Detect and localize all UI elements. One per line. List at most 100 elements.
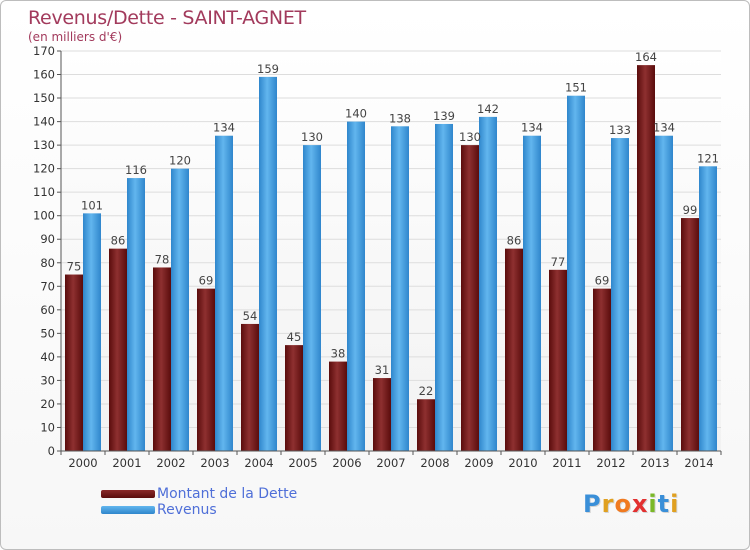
x-tick-label: 2007 [376,456,405,470]
data-label-revenus: 134 [653,121,675,135]
y-tick-label: 10 [40,420,55,434]
chart-subtitle: (en milliers d'€) [28,30,123,44]
data-label-revenus: 142 [477,102,499,116]
x-tick-label: 2009 [464,456,493,470]
data-label-dette: 77 [551,255,566,269]
data-label-revenus: 138 [389,111,411,125]
data-label-revenus: 151 [565,81,587,95]
data-label-dette: 75 [67,260,82,274]
bar-revenus [611,138,629,451]
data-label-dette: 22 [419,384,434,398]
bar-revenus [567,95,585,452]
y-tick-label: 160 [33,68,55,82]
y-tick-label: 50 [40,326,55,340]
bar-revenus [699,166,717,451]
y-tick-label: 150 [33,91,55,105]
x-tick-label: 2002 [156,456,185,470]
y-tick-label: 40 [40,350,55,364]
x-tick-label: 2006 [332,456,361,470]
bar-revenus [259,76,277,451]
data-label-revenus: 139 [433,109,455,123]
y-tick-label: 110 [33,185,55,199]
logo-letter: P [583,490,602,518]
y-tick-label: 60 [40,303,55,317]
bar-revenus [303,145,321,451]
data-label-revenus: 134 [213,121,235,135]
data-label-dette: 99 [683,203,698,217]
legend-swatch-revenus [101,506,155,514]
data-label-revenus: 116 [125,163,147,177]
bar-revenus [127,178,145,451]
logo-letter: x [631,490,649,518]
bar-dette [373,378,391,451]
bar-dette [197,288,215,451]
x-tick-label: 2004 [244,456,273,470]
bar-revenus [83,213,101,451]
data-label-revenus: 130 [301,130,323,144]
logo-letter: i [670,490,680,518]
y-tick-label: 90 [40,232,55,246]
y-tick-label: 170 [33,44,55,58]
bar-revenus [435,123,453,452]
x-tick-label: 2005 [288,456,317,470]
y-tick-label: 30 [40,373,55,387]
bar-revenus [347,121,365,452]
bar-dette [461,145,479,451]
legend-label-dette: Montant de la Dette [157,486,298,502]
x-tick-label: 2013 [640,456,669,470]
chart-title: Revenus/Dette - SAINT-AGNET [28,7,306,29]
proxiti-logo: Proxiti [583,490,679,518]
x-tick-label: 2011 [552,456,581,470]
data-label-revenus: 121 [697,151,719,165]
y-tick-label: 80 [40,256,55,270]
labels: 0 10 20 30 40 50 60 70 80 90 100 110 120 130 140 150 160… [33,44,719,470]
data-label-dette: 86 [111,234,126,248]
data-label-dette: 31 [375,363,390,377]
data-label-dette: 45 [287,330,302,344]
data-label-dette: 69 [199,274,214,288]
bar-dette [417,399,435,451]
data-label-dette: 38 [331,347,346,361]
data-label-revenus: 140 [345,107,367,121]
bars [65,65,717,452]
data-label-revenus: 120 [169,154,191,168]
bar-revenus [391,126,409,451]
y-tick-label: 120 [33,162,55,176]
logo-letter: o [614,490,632,518]
bar-dette [549,269,567,451]
y-tick-label: 100 [33,209,55,223]
data-label-dette: 86 [507,234,522,248]
bar-dette [109,248,127,451]
y-tick-label: 0 [48,444,55,458]
x-tick-label: 2014 [684,456,713,470]
logo-letter: t [657,490,671,518]
y-tick-label: 130 [33,138,55,152]
data-label-revenus: 133 [609,123,631,137]
bar-revenus [479,116,497,451]
legend-swatch-dette [101,490,155,498]
bar-dette [285,345,303,451]
legend-label-revenus: Revenus [157,502,217,518]
axes [57,50,722,455]
bar-dette [241,323,259,451]
bar-dette [505,248,523,451]
bar-revenus [523,135,541,452]
x-tick-label: 2010 [508,456,537,470]
logo-letter: r [601,490,615,518]
bar-revenus [215,135,233,452]
data-label-revenus: 159 [257,62,279,76]
bar-dette [637,65,655,451]
data-label-dette: 130 [459,130,481,144]
x-tick-label: 2012 [596,456,625,470]
data-label-revenus: 101 [81,198,103,212]
x-tick-label: 2001 [112,456,141,470]
bar-revenus [171,168,189,451]
y-tick-label: 20 [40,397,55,411]
data-label-dette: 164 [635,50,657,64]
x-tick-label: 2003 [200,456,229,470]
bar-dette [593,288,611,451]
y-tick-label: 70 [40,279,55,293]
x-tick-label: 2000 [68,456,97,470]
logo-letter: i [648,490,658,518]
